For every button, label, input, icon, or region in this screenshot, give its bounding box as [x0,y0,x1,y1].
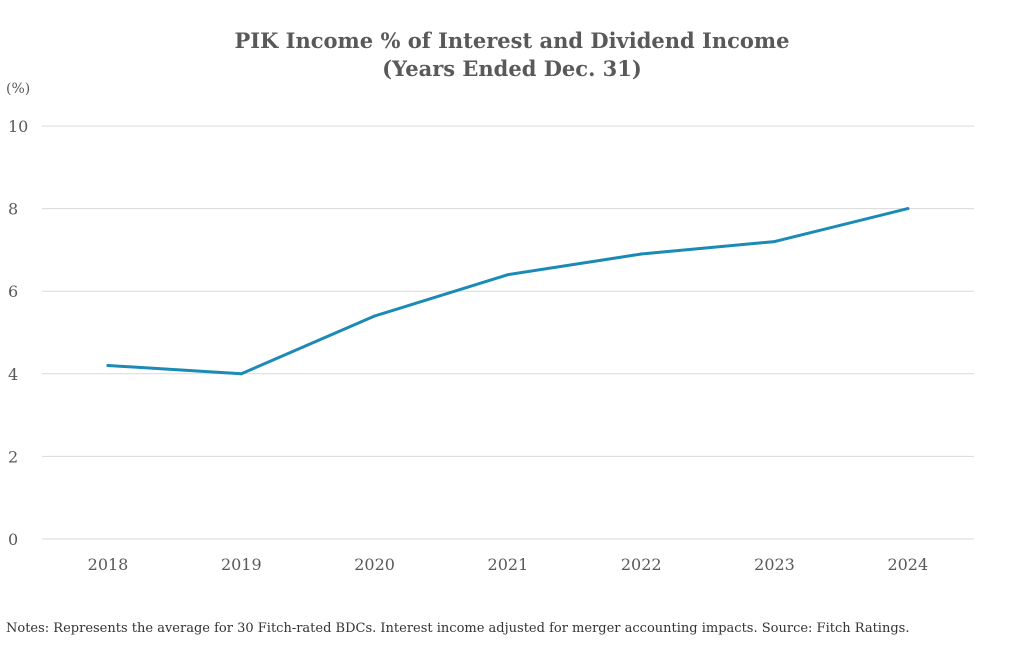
x-axis-ticks: 2018 2019 2020 2021 2022 2023 2024 [88,555,929,574]
x-tick-label: 2019 [221,555,262,574]
y-tick-label: 4 [8,365,18,384]
y-tick-label: 0 [8,530,18,549]
y-tick-label: 6 [8,282,18,301]
chart-title: PIK Income % of Interest and Dividend In… [235,28,790,53]
data-point-2020 [373,314,377,318]
x-tick-label: 2024 [887,555,928,574]
y-tick-label: 10 [8,117,28,136]
data-point-2019 [239,372,243,376]
data-point-2021 [506,273,510,277]
y-tick-label: 2 [8,447,18,466]
data-point-2023 [773,240,776,244]
x-tick-label: 2022 [621,555,662,574]
y-tick-label: 8 [8,200,18,219]
data-point-2018 [106,364,110,368]
gridlines [42,125,974,540]
x-tick-label: 2020 [354,555,395,574]
x-tick-label: 2018 [88,555,129,574]
data-point-2022 [639,252,643,256]
y-axis-unit-label: (%) [6,81,30,97]
chart-subtitle: (Years Ended Dec. 31) [382,56,642,81]
x-tick-label: 2021 [488,555,529,574]
y-axis-ticks: 0 2 4 6 8 10 [8,117,28,549]
data-point-2024 [906,207,910,211]
series-layer [106,207,910,376]
x-tick-label: 2023 [754,555,795,574]
footnote: Notes: Represents the average for 30 Fit… [6,621,910,636]
